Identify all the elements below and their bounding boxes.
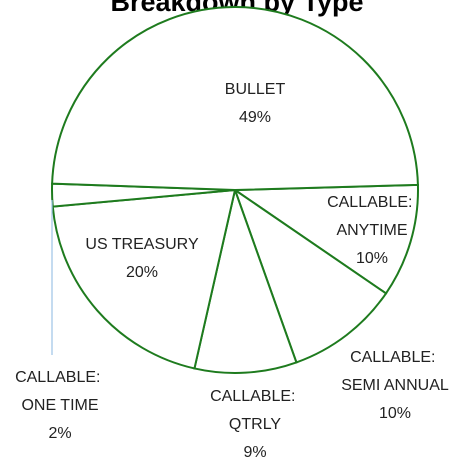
value-label: 49% <box>239 109 271 126</box>
value-label: 2% <box>48 425 71 442</box>
slice-label: CALLABLE: QTRLY <box>210 388 300 433</box>
slice-label: US TREASURY <box>85 236 199 253</box>
slice-label: BULLET <box>225 81 286 98</box>
slice-label: CALLABLE: SEMI ANNUAL <box>341 349 449 394</box>
value-label: 10% <box>356 250 388 267</box>
pie-slice <box>233 187 388 364</box>
pie-slice <box>51 5 419 192</box>
slice-label: CALLABLE: ANYTIME <box>327 194 417 239</box>
slice-label: CALLABLE: ONE TIME <box>15 369 105 414</box>
value-label: 20% <box>126 264 158 281</box>
pie-slice <box>193 186 298 374</box>
value-label: 10% <box>379 405 411 422</box>
pie-slice <box>231 183 419 295</box>
pie-slice <box>51 188 237 370</box>
value-label: 9% <box>243 444 266 461</box>
